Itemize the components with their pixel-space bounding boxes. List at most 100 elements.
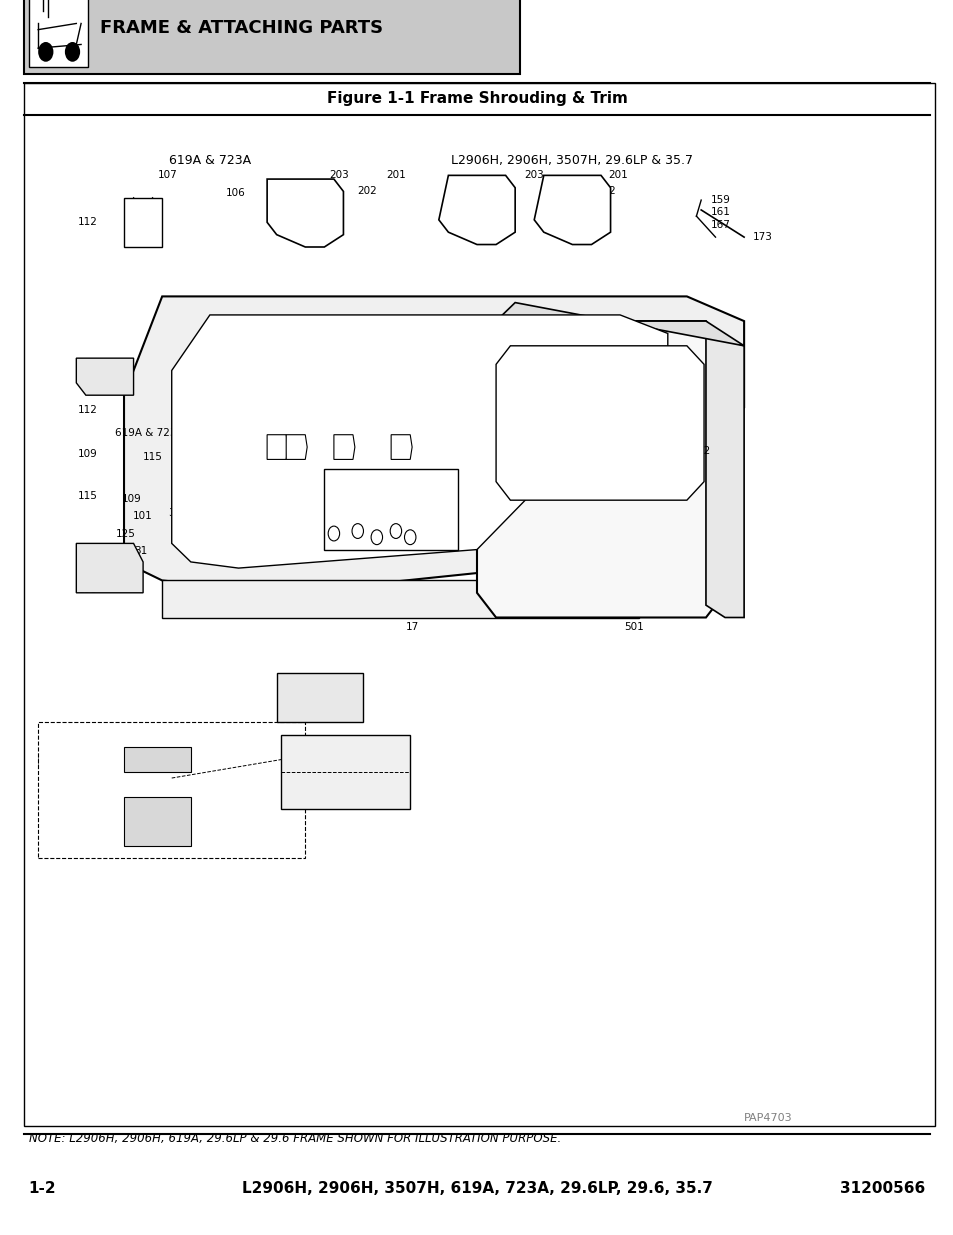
Polygon shape — [496, 346, 703, 500]
Text: 31200566: 31200566 — [840, 1181, 924, 1195]
Text: 37: 37 — [516, 464, 529, 474]
Polygon shape — [124, 296, 743, 593]
Text: 39: 39 — [253, 436, 267, 446]
Bar — [324, 469, 457, 550]
Text: 1: 1 — [289, 452, 294, 462]
Bar — [276, 673, 362, 722]
Bar — [38, 722, 305, 858]
Text: 31: 31 — [293, 484, 306, 494]
Polygon shape — [391, 435, 412, 459]
Polygon shape — [534, 175, 610, 245]
Text: 17: 17 — [405, 622, 418, 632]
Polygon shape — [476, 321, 724, 618]
Text: Figure 1-1 Frame Shrouding & Trim: Figure 1-1 Frame Shrouding & Trim — [326, 91, 627, 106]
Text: 22: 22 — [432, 489, 445, 499]
Text: L2906H & 29.6LP
ITALIAN
LH MIRROR OPTION: L2906H & 29.6LP ITALIAN LH MIRROR OPTION — [37, 735, 138, 767]
Polygon shape — [334, 435, 355, 459]
Bar — [24, 83, 934, 1126]
Text: 51: 51 — [286, 684, 299, 694]
Text: 402: 402 — [381, 758, 400, 768]
Text: 202: 202 — [596, 186, 615, 196]
Text: 112: 112 — [78, 217, 97, 227]
Text: 125: 125 — [116, 529, 135, 538]
Text: 4: 4 — [350, 433, 355, 443]
Text: 31: 31 — [134, 546, 148, 556]
Text: 604: 604 — [229, 745, 248, 755]
Polygon shape — [124, 198, 162, 247]
Polygon shape — [76, 358, 133, 395]
Text: 8: 8 — [335, 466, 341, 475]
Text: 17: 17 — [314, 694, 328, 704]
Circle shape — [390, 524, 401, 538]
Text: 201: 201 — [386, 170, 405, 180]
Text: 403: 403 — [381, 742, 400, 752]
Text: 45: 45 — [367, 505, 380, 515]
Text: 109: 109 — [78, 450, 97, 459]
Text: 404: 404 — [334, 782, 353, 792]
Text: 201: 201 — [608, 170, 627, 180]
Text: 108: 108 — [78, 585, 97, 595]
Text: 602: 602 — [193, 772, 213, 782]
Text: 14: 14 — [343, 446, 356, 456]
Text: 27: 27 — [351, 501, 364, 511]
Bar — [24, 0, 519, 74]
Bar — [29, 0, 88, 67]
Text: 167: 167 — [710, 220, 729, 230]
Text: 115: 115 — [78, 492, 97, 501]
Polygon shape — [172, 315, 667, 568]
Text: 52: 52 — [298, 701, 312, 711]
Polygon shape — [267, 435, 288, 459]
Text: NOTE: L2906H, 2906H, 619A, 29.6LP & 29.6 FRAME SHOWN FOR ILLUSTRATION PURPOSE.: NOTE: L2906H, 2906H, 619A, 29.6LP & 29.6… — [29, 1132, 560, 1145]
Text: 38: 38 — [168, 508, 181, 517]
Text: 9: 9 — [283, 446, 289, 456]
Text: 112: 112 — [78, 405, 97, 415]
Text: 1: 1 — [335, 456, 341, 466]
Polygon shape — [124, 747, 191, 772]
Text: L2906H, 2906H, 3507H, 619A, 723A, 29.6LP, 29.6, 35.7: L2906H, 2906H, 3507H, 619A, 723A, 29.6LP… — [241, 1181, 712, 1195]
Text: 5: 5 — [318, 466, 324, 475]
Text: 115: 115 — [143, 452, 162, 462]
Text: 30: 30 — [384, 489, 397, 499]
Text: 619A & 723A: 619A & 723A — [169, 154, 251, 167]
Text: 203: 203 — [329, 170, 348, 180]
Polygon shape — [267, 179, 343, 247]
Circle shape — [328, 526, 339, 541]
Text: 503: 503 — [116, 768, 135, 778]
Text: 31: 31 — [211, 489, 224, 499]
Bar — [162, 580, 639, 618]
Text: 603: 603 — [193, 820, 213, 830]
Text: 503: 503 — [78, 803, 97, 813]
Text: 53: 53 — [298, 442, 312, 452]
Text: 203: 203 — [524, 170, 543, 180]
Text: 106: 106 — [78, 372, 97, 382]
Text: 109: 109 — [122, 494, 141, 504]
Circle shape — [65, 42, 80, 62]
Circle shape — [38, 42, 53, 62]
Text: 1: 1 — [318, 456, 324, 466]
Text: FRAME & ATTACHING PARTS: FRAME & ATTACHING PARTS — [100, 19, 383, 37]
Circle shape — [371, 530, 382, 545]
Text: 1-2: 1-2 — [29, 1181, 56, 1195]
Polygon shape — [496, 303, 743, 346]
Text: 1: 1 — [283, 436, 289, 446]
Polygon shape — [124, 797, 191, 846]
Text: 29: 29 — [427, 464, 440, 474]
Text: 101: 101 — [133, 511, 152, 521]
Polygon shape — [76, 543, 143, 593]
Text: 202: 202 — [357, 186, 376, 196]
Text: 601: 601 — [193, 758, 213, 768]
Text: 18: 18 — [343, 458, 356, 468]
Text: 12: 12 — [697, 446, 710, 456]
Text: 173: 173 — [753, 232, 772, 242]
Text: 107: 107 — [158, 170, 177, 180]
Polygon shape — [286, 435, 307, 459]
Text: 106: 106 — [226, 188, 245, 198]
Text: 30: 30 — [481, 492, 495, 501]
Text: 28: 28 — [367, 522, 380, 532]
Bar — [281, 735, 410, 809]
Text: 602: 602 — [193, 832, 213, 842]
Text: 45: 45 — [508, 452, 521, 462]
Text: 33: 33 — [357, 483, 371, 493]
Text: 23: 23 — [336, 501, 350, 511]
Text: 619A & 723 A: 619A & 723 A — [114, 429, 187, 438]
